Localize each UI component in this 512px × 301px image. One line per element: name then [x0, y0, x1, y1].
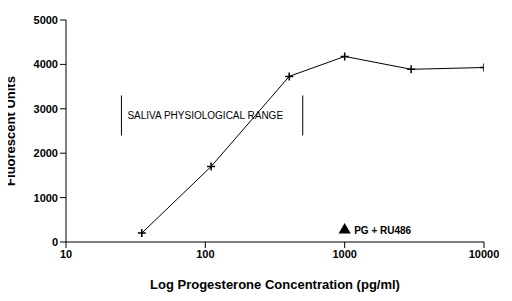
- svg-text:2000: 2000: [34, 147, 58, 159]
- svg-text:SALIVA PHYSIOLOGICAL RANGE: SALIVA PHYSIOLOGICAL RANGE: [127, 110, 283, 121]
- svg-text:PG + RU486: PG + RU486: [354, 225, 411, 236]
- svg-text:1000: 1000: [34, 192, 58, 204]
- svg-text:3000: 3000: [34, 103, 58, 115]
- svg-text:4000: 4000: [34, 58, 58, 70]
- svg-text:10000: 10000: [469, 248, 500, 260]
- svg-text:100: 100: [196, 248, 214, 260]
- svg-text:Log Progesterone Concentration: Log Progesterone Concentration (pg/ml): [150, 277, 400, 292]
- svg-text:0: 0: [52, 236, 58, 248]
- svg-text:Fluorescent Units: Fluorescent Units: [8, 76, 18, 186]
- svg-text:10: 10: [60, 248, 72, 260]
- svg-text:5000: 5000: [34, 14, 58, 26]
- svg-text:1000: 1000: [332, 248, 356, 260]
